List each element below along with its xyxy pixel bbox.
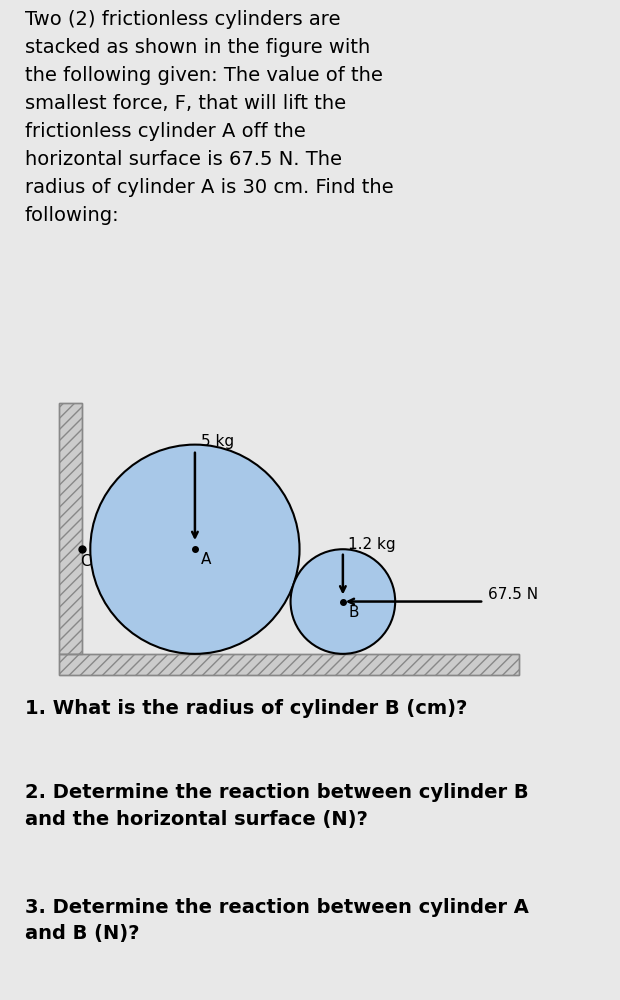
Text: 3. Determine the reaction between cylinder A
and B (N)?: 3. Determine the reaction between cylind… bbox=[25, 898, 529, 943]
Text: 2. Determine the reaction between cylinder B
and the horizontal surface (N)?: 2. Determine the reaction between cylind… bbox=[25, 783, 528, 828]
Text: 67.5 N: 67.5 N bbox=[489, 587, 538, 602]
Text: C: C bbox=[80, 554, 91, 569]
Bar bbox=[59, 654, 519, 675]
Bar bbox=[59, 654, 519, 675]
Circle shape bbox=[291, 549, 395, 654]
Text: 5 kg: 5 kg bbox=[202, 434, 234, 449]
Text: A: A bbox=[202, 552, 211, 567]
Circle shape bbox=[91, 445, 299, 654]
Text: 1. What is the radius of cylinder B (cm)?: 1. What is the radius of cylinder B (cm)… bbox=[25, 699, 467, 718]
Text: 1.2 kg: 1.2 kg bbox=[348, 537, 396, 552]
Bar bbox=[59, 403, 82, 654]
Text: B: B bbox=[348, 605, 358, 620]
Bar bbox=[59, 403, 82, 654]
Text: Two (2) frictionless cylinders are
stacked as shown in the figure with
the follo: Two (2) frictionless cylinders are stack… bbox=[25, 10, 394, 225]
